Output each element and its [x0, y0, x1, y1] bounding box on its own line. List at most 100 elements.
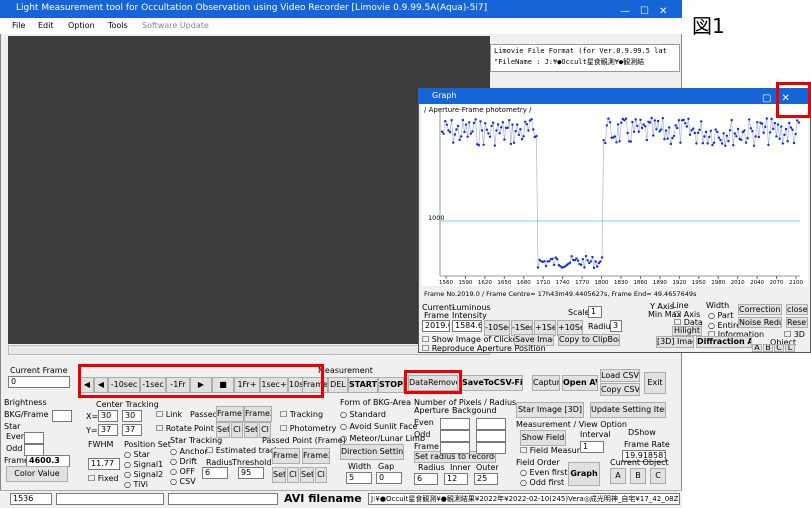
button[interactable]: Capture	[532, 375, 560, 391]
label: Measurement / View Option	[516, 420, 627, 429]
label: Center Tracking	[96, 400, 159, 409]
label: Software Update	[142, 21, 209, 30]
button[interactable]: close	[786, 304, 808, 315]
button[interactable]: Diffraction Analysis	[696, 336, 752, 348]
button[interactable]: B	[763, 344, 773, 352]
checkbox[interactable]: Estimated track	[206, 446, 279, 455]
checkbox[interactable]: Link	[156, 410, 182, 419]
radio[interactable]: Avoid Sunlit Face	[340, 422, 417, 431]
input-field[interactable]: 6	[414, 473, 438, 485]
button[interactable]: Hilight	[672, 326, 702, 336]
checkbox[interactable]: Tracking	[280, 410, 323, 419]
label: Star Tracking	[170, 436, 222, 445]
input-field[interactable]	[24, 444, 44, 456]
radio[interactable]: Odd first	[520, 478, 564, 487]
input-field[interactable]	[440, 418, 470, 430]
radio[interactable]: Entire	[708, 321, 741, 330]
input-field[interactable]: 1584.6	[452, 320, 482, 332]
button[interactable]: Reset	[786, 317, 808, 328]
label: Frame Rate	[624, 440, 670, 449]
input-field[interactable]	[24, 432, 44, 444]
input-field[interactable]: 30	[98, 410, 118, 422]
button[interactable]: C	[774, 344, 784, 352]
input-field[interactable]: 0	[376, 472, 402, 484]
button[interactable]: C	[650, 468, 666, 484]
input-field[interactable]: 11.77	[88, 458, 120, 470]
radio[interactable]: OFF	[170, 467, 195, 476]
input-field[interactable]	[476, 430, 506, 442]
button[interactable]: Cl	[315, 467, 327, 483]
radio[interactable]: Standard	[340, 410, 386, 419]
button[interactable]: Set	[272, 467, 286, 483]
radio[interactable]: Drift	[170, 457, 197, 466]
button[interactable]: Correction for absorption	[738, 304, 782, 315]
button[interactable]: Star Image [3D]	[516, 402, 584, 418]
input-field[interactable]: 37	[98, 424, 118, 436]
button[interactable]: Load CSV	[600, 369, 640, 382]
button[interactable]: Set	[244, 422, 258, 438]
button[interactable]: DEL	[328, 377, 348, 393]
checkbox[interactable]: Photometry	[280, 424, 336, 433]
button[interactable]: Copy to ClipBoard	[558, 334, 620, 346]
input-field[interactable]: 95	[238, 467, 264, 479]
checkbox[interactable]: Field Measure	[520, 446, 585, 455]
checkbox[interactable]: Fixed	[88, 474, 118, 483]
radio[interactable]: Even first	[520, 468, 568, 477]
input-field[interactable]: 0	[8, 376, 70, 388]
button[interactable]: L	[785, 344, 795, 352]
input-field[interactable]: 3	[610, 320, 622, 332]
radio[interactable]: Signal1	[124, 460, 163, 469]
input-field[interactable]	[440, 430, 470, 442]
button[interactable]: SaveToCSV-File	[461, 375, 523, 391]
input-field[interactable]: 5	[346, 472, 372, 484]
button[interactable]: STOP	[378, 377, 404, 393]
button[interactable]: Copy CSV	[600, 383, 640, 396]
input-field[interactable]: 1	[580, 441, 604, 453]
input-field[interactable]	[440, 442, 470, 454]
label: Gap	[378, 462, 394, 471]
input-field[interactable]: 1	[588, 306, 602, 318]
input-field[interactable]	[52, 410, 72, 422]
radio[interactable]: Star	[124, 450, 150, 459]
radio[interactable]: Part	[708, 311, 733, 320]
label: X=	[86, 412, 98, 421]
button[interactable]: A	[610, 468, 626, 484]
button[interactable]: START	[348, 377, 378, 393]
button[interactable]: Update Setting Items	[590, 402, 666, 418]
input-field[interactable]: 30	[122, 410, 142, 422]
button[interactable]: Color Value	[6, 466, 68, 482]
button[interactable]: Show Field	[520, 430, 566, 446]
button[interactable]: Noise Reduction	[738, 317, 782, 328]
input-field[interactable]: 12	[444, 473, 468, 485]
button[interactable]: Frame1	[272, 448, 300, 464]
radio[interactable]: Meteor/Lunar Limb	[340, 434, 425, 443]
label: Edit	[38, 21, 54, 30]
input-field[interactable]: 37	[122, 424, 142, 436]
button[interactable]: -10Sec	[484, 320, 510, 336]
button[interactable]: Cl	[287, 467, 299, 483]
input-field[interactable]: 25	[474, 473, 498, 485]
button[interactable]: Frame1	[216, 406, 244, 422]
button[interactable]: Cl	[231, 422, 243, 438]
radio[interactable]: Signal2	[124, 470, 163, 479]
button[interactable]: Exit	[644, 372, 666, 394]
button[interactable]: Direction Setting	[340, 444, 404, 460]
checkbox[interactable]: Rotate	[156, 424, 192, 433]
input-field[interactable]	[476, 418, 506, 430]
radio[interactable]: CSV	[170, 477, 196, 486]
radio[interactable]: Anchor	[170, 447, 208, 456]
button[interactable]: Open AVI	[562, 375, 598, 391]
input-field[interactable]	[476, 442, 506, 454]
input-field[interactable]: 6	[202, 467, 228, 479]
button[interactable]: B	[630, 468, 646, 484]
button[interactable]: Frame2	[302, 448, 330, 464]
checkbox[interactable]: Reproduce Aperture Position	[422, 344, 546, 353]
radio[interactable]: TiVi	[124, 480, 148, 489]
button[interactable]: A	[752, 344, 762, 352]
button[interactable]: Set	[300, 467, 314, 483]
input-field[interactable]: 2019.0	[422, 320, 450, 332]
x-tick-label: 1830	[614, 280, 628, 286]
button[interactable]: Frame2	[244, 406, 272, 422]
button[interactable]: [3D] Image	[656, 336, 694, 348]
button[interactable]: Graph	[568, 462, 600, 486]
